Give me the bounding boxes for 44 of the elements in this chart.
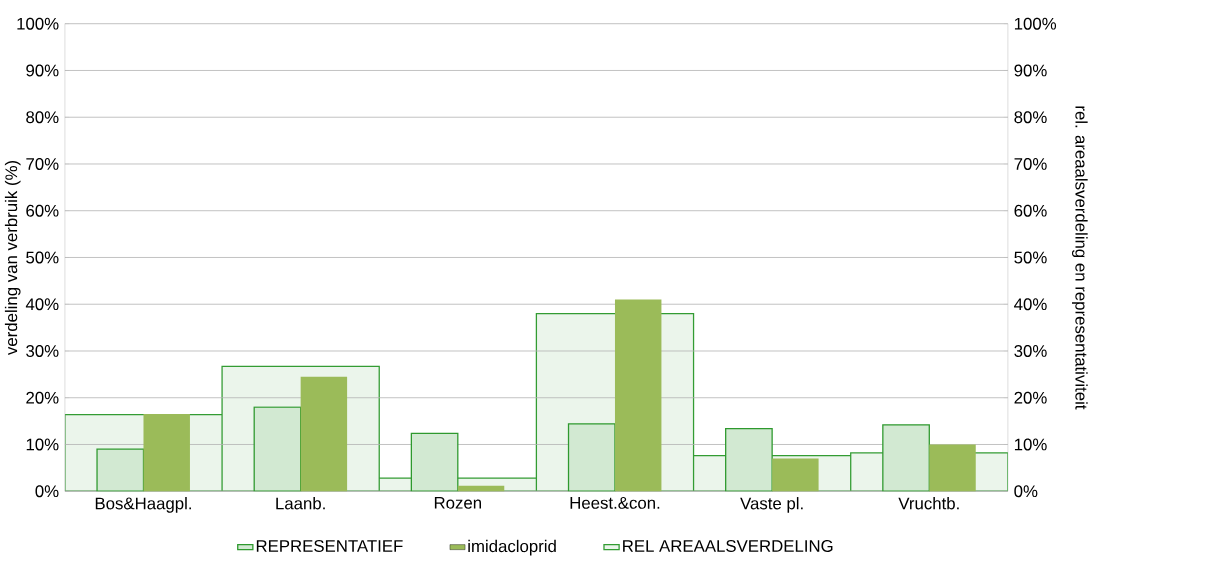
- legend-label: REPRESENTATIEF: [256, 539, 403, 552]
- x-tick-label: Heest.&con.: [570, 496, 660, 509]
- bar: [96, 448, 145, 492]
- x-tick-label: Laanb.: [276, 496, 325, 510]
- y2-tick-label: 90%: [1014, 64, 1047, 77]
- bar: [725, 427, 773, 492]
- bar: [772, 458, 819, 492]
- y-tick-label: 60%: [26, 204, 59, 217]
- legend-label: REL AREAALSVERDELING: [623, 539, 833, 552]
- x-tick-label: Bos&Haagpl.: [95, 496, 191, 513]
- y2-tick-label: 10%: [1014, 438, 1047, 451]
- y2-tick-label: 20%: [1014, 391, 1047, 404]
- legend-label: imidacloprid: [468, 539, 556, 556]
- y2-axis-title: rel. areaalsverdeling en representativiteit: [1072, 106, 1088, 410]
- bar: [410, 432, 459, 492]
- y2-tick-label: 60%: [1014, 204, 1047, 217]
- y2-tick-label: 100%: [1014, 17, 1057, 30]
- y2-tick-label: 0%: [1014, 485, 1038, 498]
- x-tick-label: Vaste pl.: [740, 496, 803, 513]
- bar: [614, 299, 662, 492]
- bar: [143, 413, 190, 492]
- bar: [567, 423, 616, 492]
- y2-tick-label: 30%: [1014, 344, 1047, 357]
- y-axis-title: verdeling van verbruik (%): [4, 160, 21, 355]
- y-tick-label: 80%: [26, 111, 59, 124]
- y-tick-label: 10%: [26, 438, 59, 451]
- y-tick-label: 20%: [26, 391, 59, 404]
- y-tick-label: 50%: [26, 251, 59, 264]
- y-tick-label: 100%: [17, 17, 59, 30]
- y-tick-label: 0%: [35, 485, 59, 498]
- y2-tick-label: 50%: [1014, 251, 1047, 264]
- y-tick-label: 70%: [26, 157, 59, 170]
- y-tick-label: 40%: [25, 298, 59, 311]
- bar: [882, 424, 930, 492]
- bar: [929, 444, 976, 492]
- y2-tick-label: 70%: [1014, 157, 1047, 170]
- bar: [253, 406, 302, 492]
- x-tick-label: Rozen: [434, 496, 481, 509]
- bar: [300, 376, 348, 492]
- y2-tick-label: 80%: [1014, 111, 1047, 124]
- y-tick-label: 30%: [26, 344, 59, 357]
- x-tick-label: Vruchtb.: [898, 496, 959, 510]
- y2-tick-label: 40%: [1014, 298, 1047, 311]
- y-tick-label: 90%: [26, 64, 59, 77]
